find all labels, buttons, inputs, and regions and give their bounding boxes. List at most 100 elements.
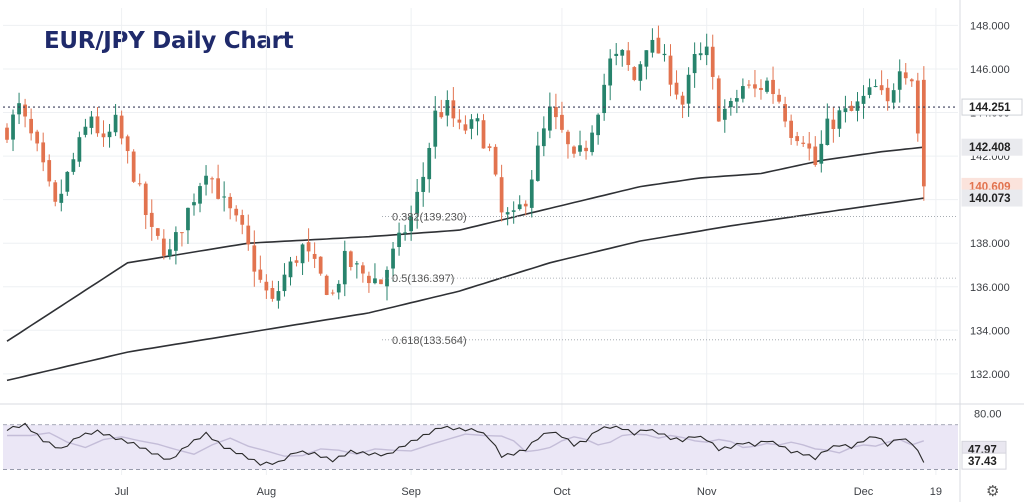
- candle: [849, 101, 854, 112]
- candle: [843, 95, 848, 123]
- candle: [535, 131, 540, 182]
- candle: [246, 214, 251, 251]
- candle: [463, 115, 468, 135]
- candle: [89, 111, 94, 135]
- candle: [192, 193, 196, 216]
- candle-body: [566, 131, 570, 145]
- candle-body: [427, 147, 432, 180]
- price-label: 140.073: [969, 193, 1011, 205]
- candle: [511, 201, 516, 224]
- candle-body: [837, 110, 842, 129]
- candle: [493, 144, 498, 177]
- candle-body: [216, 178, 220, 199]
- candle-body: [288, 261, 293, 278]
- candle: [547, 92, 552, 139]
- candle-body: [198, 186, 202, 204]
- candle-body: [753, 84, 757, 89]
- candle: [5, 123, 9, 143]
- candle-body: [53, 182, 58, 202]
- candle-body: [403, 232, 407, 234]
- candle-body: [656, 37, 661, 54]
- candle: [710, 34, 715, 90]
- candle: [403, 224, 407, 241]
- rsi-signal-line: [7, 432, 925, 457]
- candle-body: [560, 114, 564, 130]
- candle: [415, 179, 420, 229]
- moving-average-100: [6, 146, 924, 342]
- candle: [367, 271, 371, 293]
- fib-level-label: 0.618(133.564): [392, 335, 467, 347]
- candle: [686, 67, 691, 117]
- candle: [427, 142, 432, 193]
- candle: [361, 262, 365, 283]
- candle: [373, 263, 377, 285]
- y-tick-label: 134.000: [970, 325, 1010, 337]
- candle-body: [578, 145, 582, 152]
- candle-body: [608, 58, 613, 86]
- candle: [728, 97, 733, 116]
- candle-body: [481, 120, 486, 149]
- candle: [167, 238, 172, 260]
- candle: [529, 170, 534, 218]
- candle: [578, 130, 582, 156]
- candle: [747, 80, 751, 89]
- candle: [499, 164, 504, 222]
- candle: [560, 101, 564, 133]
- candle: [210, 176, 214, 194]
- candle-body: [759, 87, 763, 91]
- candle: [873, 79, 878, 88]
- candle-body: [282, 274, 287, 292]
- candle-body: [722, 108, 727, 120]
- candle: [65, 171, 70, 196]
- candle: [282, 263, 287, 297]
- candle: [59, 179, 64, 212]
- candle: [903, 63, 908, 85]
- candle-body: [95, 116, 100, 134]
- candle: [131, 149, 136, 183]
- candle: [445, 90, 450, 127]
- candle-body: [873, 86, 878, 88]
- price-label-box: [961, 138, 1023, 156]
- candle-body: [783, 104, 787, 122]
- candle: [825, 103, 830, 146]
- candle: [644, 50, 649, 80]
- candle: [270, 280, 275, 302]
- candle: [336, 280, 341, 300]
- y-tick-label: 148.000: [970, 20, 1010, 32]
- candle: [306, 228, 311, 262]
- candle: [137, 173, 142, 187]
- candle: [258, 255, 263, 283]
- candle-body: [777, 94, 781, 102]
- candle: [264, 274, 269, 299]
- candle: [915, 72, 920, 142]
- candle: [125, 134, 130, 164]
- candle-body: [258, 269, 263, 280]
- candle-body: [704, 46, 709, 56]
- candle-body: [686, 74, 691, 104]
- gear-icon[interactable]: ⚙: [986, 483, 1000, 500]
- candle-body: [174, 232, 178, 251]
- candle-body: [228, 196, 233, 209]
- candle-body: [445, 100, 450, 116]
- candle-body: [457, 119, 462, 123]
- price-label: 142.408: [969, 142, 1011, 154]
- candle: [35, 129, 40, 152]
- candle: [759, 79, 763, 100]
- candle-body: [186, 207, 190, 231]
- rsi-value-label: 37.43: [968, 456, 997, 468]
- candle: [674, 70, 679, 100]
- candle: [324, 274, 329, 296]
- candle-body: [246, 225, 251, 245]
- candle-body: [125, 136, 130, 152]
- candle-body: [849, 105, 854, 111]
- candle: [608, 49, 613, 101]
- candle: [837, 106, 842, 137]
- candle: [632, 66, 637, 82]
- candle-body: [107, 131, 112, 138]
- candle-body: [909, 79, 914, 82]
- candle: [234, 205, 239, 222]
- candle-body: [885, 87, 890, 102]
- y-tick-label: 138.000: [970, 238, 1010, 250]
- x-tick-label: Dec: [854, 486, 874, 498]
- candle-body: [143, 183, 148, 216]
